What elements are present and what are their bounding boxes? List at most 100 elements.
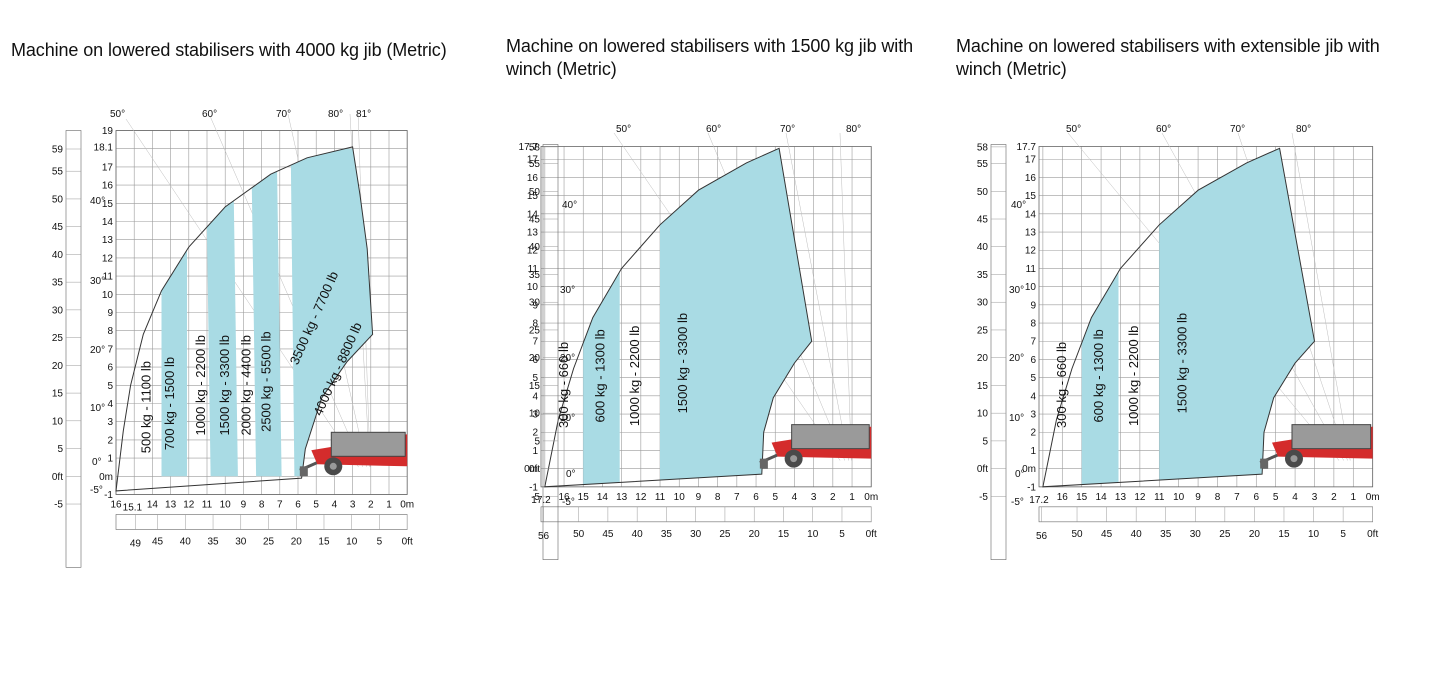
reach-m-label: 15.1 <box>123 503 143 514</box>
height-m-label: 4 <box>1030 391 1036 402</box>
reach-m-label: 5 <box>1273 492 1279 503</box>
height-m-label: 16 <box>102 181 114 192</box>
height-ft-label: 20 <box>977 353 989 364</box>
machine-part <box>329 462 337 470</box>
height-ft-label: 45 <box>977 215 989 226</box>
height-m-label: 9 <box>532 300 538 311</box>
height-m-label: 3 <box>532 410 538 421</box>
reach-ft-label: 25 <box>719 529 731 540</box>
angle-label: 70° <box>276 109 291 120</box>
reach-m-label: 2 <box>368 500 374 511</box>
height-m-label: -1 <box>1027 482 1036 493</box>
load-capacity-label: 1000 kg - 2200 lb <box>627 326 642 426</box>
reach-m-label: 14 <box>1096 492 1108 503</box>
angle-label: 60° <box>1156 124 1171 135</box>
grid-frame <box>115 130 408 495</box>
reach-ft-label: 56 <box>538 531 550 542</box>
reach-m-label: 0m <box>864 492 878 503</box>
load-capacity-label: 1500 kg - 3300 lb <box>217 335 232 435</box>
height-m-label: 14 <box>1025 209 1037 220</box>
load-capacity-label: 300 kg - 660 lb <box>556 342 571 428</box>
telehandler-machine-icon <box>759 424 872 469</box>
machine-part <box>790 455 798 463</box>
reach-ft-label: 0ft <box>866 529 877 540</box>
height-ft-label: 55 <box>977 159 989 170</box>
reach-ft-label: 35 <box>207 537 219 548</box>
reach-ft-label: 35 <box>661 529 673 540</box>
machine-part <box>299 466 308 477</box>
height-m-label: 12 <box>102 253 114 264</box>
reach-ft-label: 40 <box>632 529 644 540</box>
load-bands <box>1081 148 1315 487</box>
height-m-label: 11 <box>528 264 539 275</box>
angle-label: 80° <box>328 109 343 120</box>
height-m-label: 2 <box>532 428 538 439</box>
reach-m-label: 7 <box>734 492 740 503</box>
reach-ft-label: 45 <box>1101 529 1113 540</box>
height-m-label: 0m <box>524 464 538 475</box>
reach-ft-label: 0ft <box>402 537 413 548</box>
angle-label: -5° <box>1011 497 1024 508</box>
machine-part <box>1290 455 1298 463</box>
height-m-label: 0m <box>99 472 113 483</box>
load-capacity-label: 600 kg - 1300 lb <box>1091 329 1106 422</box>
reach-ft-label: 10 <box>1308 529 1320 540</box>
load-zone-band <box>1081 148 1119 487</box>
chart-title-extensible-jib-winch: Machine on lowered stabilisers with exte… <box>956 36 1380 79</box>
angle-label: 60° <box>202 109 217 120</box>
telehandler-machine-icon <box>299 431 408 477</box>
height-ft-label: -5 <box>979 492 988 503</box>
height-ft-label: 45 <box>529 215 541 226</box>
reach-m-label: 9 <box>1195 492 1201 503</box>
height-ft-label: 10 <box>52 416 64 427</box>
reach-m-label: 2 <box>830 492 836 503</box>
height-ft-label: 0ft <box>977 464 988 475</box>
reach-m-label: 7 <box>277 500 283 511</box>
height-ft-label: 0ft <box>529 464 540 475</box>
reach-ft-label: 30 <box>235 537 247 548</box>
height-m-label: -1 <box>104 490 113 501</box>
angle-label: 30° <box>90 276 105 287</box>
height-m-label: 11 <box>103 272 114 283</box>
height-ft-label: 15 <box>977 381 989 392</box>
height-ft-label: 40 <box>529 242 541 253</box>
angle-label: 10° <box>90 403 105 414</box>
height-m-label: -1 <box>529 482 538 493</box>
reach-m-label: 13 <box>1115 492 1127 503</box>
reach-m-label: 8 <box>1215 492 1221 503</box>
height-ft-scale <box>542 144 559 560</box>
reach-m-label: 3 <box>1312 492 1318 503</box>
reach-m-label: 9 <box>241 500 247 511</box>
height-m-label: 15 <box>527 191 539 202</box>
reach-m-label: 13 <box>616 492 628 503</box>
height-ft-label: 10 <box>529 409 541 420</box>
height-m-label: 13 <box>527 228 539 239</box>
height-ft-label: 45 <box>52 222 64 233</box>
angle-ray <box>1291 132 1351 461</box>
reach-ft-label: 15 <box>318 537 330 548</box>
reach-m-label: 11 <box>1154 492 1165 503</box>
load-capacity-label: 600 kg - 1300 lb <box>592 329 607 422</box>
reach-m-label: 10 <box>674 492 686 503</box>
reach-ft-scale <box>540 506 872 523</box>
reach-m-label: 12 <box>635 492 647 503</box>
height-m-label: 6 <box>107 363 113 374</box>
height-ft-label: 15 <box>529 381 541 392</box>
angle-label: 20° <box>90 345 105 356</box>
angle-label: 30° <box>560 285 575 296</box>
load-capacity-label: 2000 kg - 4400 lb <box>239 335 254 435</box>
reach-ft-label: 5 <box>839 529 845 540</box>
load-zone-band <box>250 146 282 477</box>
height-ft-label: 50 <box>52 194 64 205</box>
height-m-label: 3 <box>107 417 113 428</box>
load-capacity-label: 2500 kg - 5500 lb <box>259 331 274 431</box>
height-ft-label: -5 <box>531 492 540 503</box>
reach-ft-label: 20 <box>749 529 761 540</box>
height-m-label: 2 <box>107 435 113 446</box>
reach-m-label: 13 <box>165 500 177 511</box>
height-ft-label: 59 <box>52 145 64 156</box>
reach-m-label: 6 <box>1253 492 1259 503</box>
reach-m-label: 4 <box>332 500 338 511</box>
height-ft-label: 10 <box>977 409 989 420</box>
angle-label: 81° <box>356 109 371 120</box>
